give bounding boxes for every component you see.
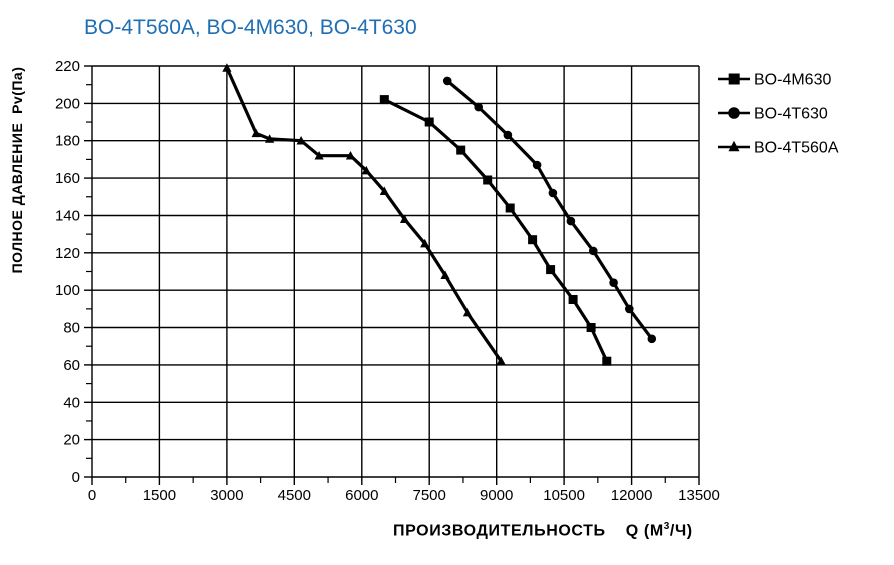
svg-text:80: 80 (63, 320, 80, 337)
svg-text:9000: 9000 (480, 487, 513, 504)
svg-text:BO-4M630: BO-4M630 (754, 72, 831, 89)
svg-text:4500: 4500 (278, 487, 311, 504)
svg-text:140: 140 (55, 208, 80, 225)
svg-text:3000: 3000 (210, 487, 243, 504)
svg-text:0: 0 (88, 487, 96, 504)
svg-text:10500: 10500 (543, 487, 585, 504)
svg-text:20: 20 (63, 432, 80, 449)
svg-text:13500: 13500 (678, 487, 720, 504)
svg-text:100: 100 (55, 282, 80, 299)
svg-text:200: 200 (55, 95, 80, 112)
svg-text:BO-4T630: BO-4T630 (754, 106, 828, 123)
svg-text:7500: 7500 (413, 487, 446, 504)
svg-text:180: 180 (55, 133, 80, 150)
svg-text:1500: 1500 (143, 487, 176, 504)
svg-text:0: 0 (72, 469, 80, 486)
svg-text:120: 120 (55, 245, 80, 262)
svg-text:6000: 6000 (345, 487, 378, 504)
svg-text:160: 160 (55, 170, 80, 187)
svg-text:BO-4T560A: BO-4T560A (754, 140, 839, 157)
svg-text:12000: 12000 (611, 487, 653, 504)
svg-text:60: 60 (63, 357, 80, 374)
svg-text:40: 40 (63, 394, 80, 411)
svg-text:220: 220 (55, 58, 80, 75)
